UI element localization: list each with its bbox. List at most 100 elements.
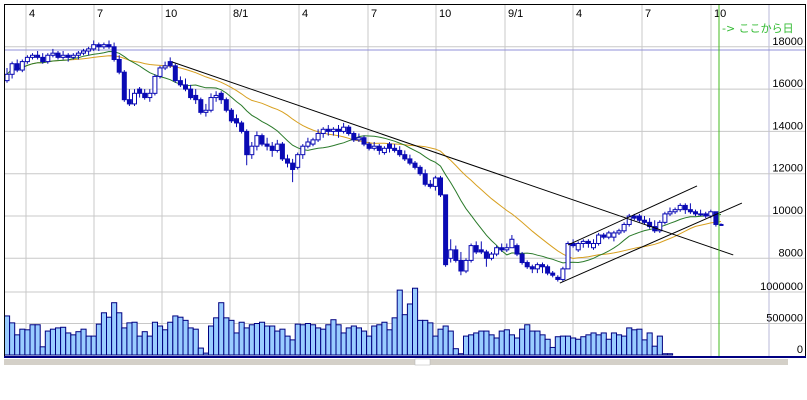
bearish-candle-body xyxy=(65,54,71,58)
volume-bar xyxy=(304,323,311,356)
bullish-candle-body xyxy=(371,145,377,149)
bearish-candle-body xyxy=(514,245,520,255)
bullish-candle-body xyxy=(560,268,566,280)
bullish-candle-body xyxy=(489,253,494,259)
bullish-candle-body xyxy=(565,242,571,270)
x-axis-labels: 4 7 10 8/1 4 7 10 9/1 4 7 10 xyxy=(29,8,726,20)
volume-bar xyxy=(350,325,357,356)
bearish-candle-body xyxy=(473,245,479,253)
bearish-candle-body xyxy=(693,211,698,215)
bearish-candle-body xyxy=(642,219,647,223)
volume-bar xyxy=(667,353,674,356)
bullish-candle-body xyxy=(621,223,627,232)
volume-bar xyxy=(294,323,301,356)
volume-bar xyxy=(595,334,602,356)
volume-bar xyxy=(503,329,510,356)
bullish-candle-body xyxy=(672,209,678,213)
bearish-candle-body xyxy=(183,84,188,90)
volume-bar xyxy=(641,339,648,356)
volume-bar xyxy=(310,324,317,356)
bearish-candle-body xyxy=(244,130,250,156)
bearish-candle-body xyxy=(483,251,489,259)
bearish-candle-body xyxy=(137,88,143,94)
volume-bar xyxy=(162,329,169,356)
volume-bar xyxy=(335,324,342,356)
annotation-clip: -> ここから日 xyxy=(722,22,794,35)
volume-bar xyxy=(248,324,255,356)
volume-bar xyxy=(463,335,470,356)
bearish-candle-body xyxy=(545,266,551,274)
bullish-candle-body xyxy=(504,247,510,251)
bullish-candle-body xyxy=(162,65,168,69)
volume-bar xyxy=(396,289,403,356)
bullish-candle-body xyxy=(448,249,454,259)
bearish-candle-body xyxy=(116,58,122,73)
volume-bar xyxy=(218,302,225,356)
bullish-candle-body xyxy=(575,242,581,251)
bullish-candle-body xyxy=(24,56,30,63)
volume-bar xyxy=(656,335,663,356)
bullish-candle-body xyxy=(208,97,214,111)
bearish-candle-body xyxy=(325,128,331,132)
bearish-candle-body xyxy=(713,211,719,225)
bullish-candle-body xyxy=(147,92,153,99)
x-tick-label: 4 xyxy=(576,8,582,20)
volume-bar xyxy=(279,328,286,356)
bearish-candle-body xyxy=(376,145,382,151)
bullish-candle-body xyxy=(534,264,540,270)
grid-lines xyxy=(5,5,805,356)
bullish-candle-body xyxy=(50,52,56,56)
bullish-candle-body xyxy=(432,177,438,187)
bullish-candle-body xyxy=(81,50,86,54)
bearish-candle-body xyxy=(427,183,433,187)
volume-bar xyxy=(549,346,556,356)
bearish-candle-body xyxy=(223,99,229,111)
volume-bar xyxy=(95,323,102,356)
bullish-candle-body xyxy=(305,141,311,147)
volume-bar xyxy=(192,328,199,356)
bullish-candle-body xyxy=(295,154,301,168)
volume-tick-label: 1000000 xyxy=(760,281,803,293)
volume-bar xyxy=(146,335,153,356)
horizontal-scrollbar[interactable] xyxy=(4,359,788,365)
x-tick-label: 4 xyxy=(29,8,35,20)
bearish-candle-body xyxy=(631,215,637,219)
bullish-candle-body xyxy=(310,139,316,145)
volume-bar xyxy=(9,322,16,356)
volume-bar xyxy=(259,321,266,356)
bearish-candle-body xyxy=(412,162,418,168)
volume-bar xyxy=(508,334,515,356)
volume-bar xyxy=(269,325,276,356)
bearish-candle-body xyxy=(407,158,413,164)
volume-bar xyxy=(167,321,174,356)
volume-bar xyxy=(228,319,235,356)
volume-bar xyxy=(493,337,500,356)
bearish-candle-body xyxy=(682,204,688,211)
bullish-candle-body xyxy=(203,109,209,113)
bearish-candle-body xyxy=(519,253,525,264)
bearish-candle-body xyxy=(524,262,530,268)
volume-bar xyxy=(55,327,62,356)
bearish-candle-body xyxy=(361,137,367,145)
scrollbar-thumb[interactable] xyxy=(414,358,431,366)
price-tick-label: 16000 xyxy=(772,78,803,90)
volume-bar xyxy=(427,322,434,356)
bullish-candle-body xyxy=(19,61,25,71)
bullish-candle-body xyxy=(75,52,81,56)
x-tick-label: 8/1 xyxy=(233,8,248,20)
bearish-candle-body xyxy=(96,44,102,48)
bearish-candle-body xyxy=(417,166,423,175)
volume-bar xyxy=(24,329,31,356)
bullish-candle-body xyxy=(677,204,683,211)
trendline xyxy=(172,61,734,256)
volume-bar xyxy=(478,330,485,356)
volume-bar xyxy=(141,331,148,356)
bearish-candle-body xyxy=(540,264,545,268)
bearish-candle-body xyxy=(111,46,117,60)
bearish-candle-body xyxy=(264,143,270,147)
volume-bar xyxy=(320,328,327,356)
bearish-candle-body xyxy=(687,209,693,213)
volume-bar xyxy=(264,325,271,356)
volume-bar xyxy=(289,339,296,356)
volume-bar xyxy=(100,312,108,356)
